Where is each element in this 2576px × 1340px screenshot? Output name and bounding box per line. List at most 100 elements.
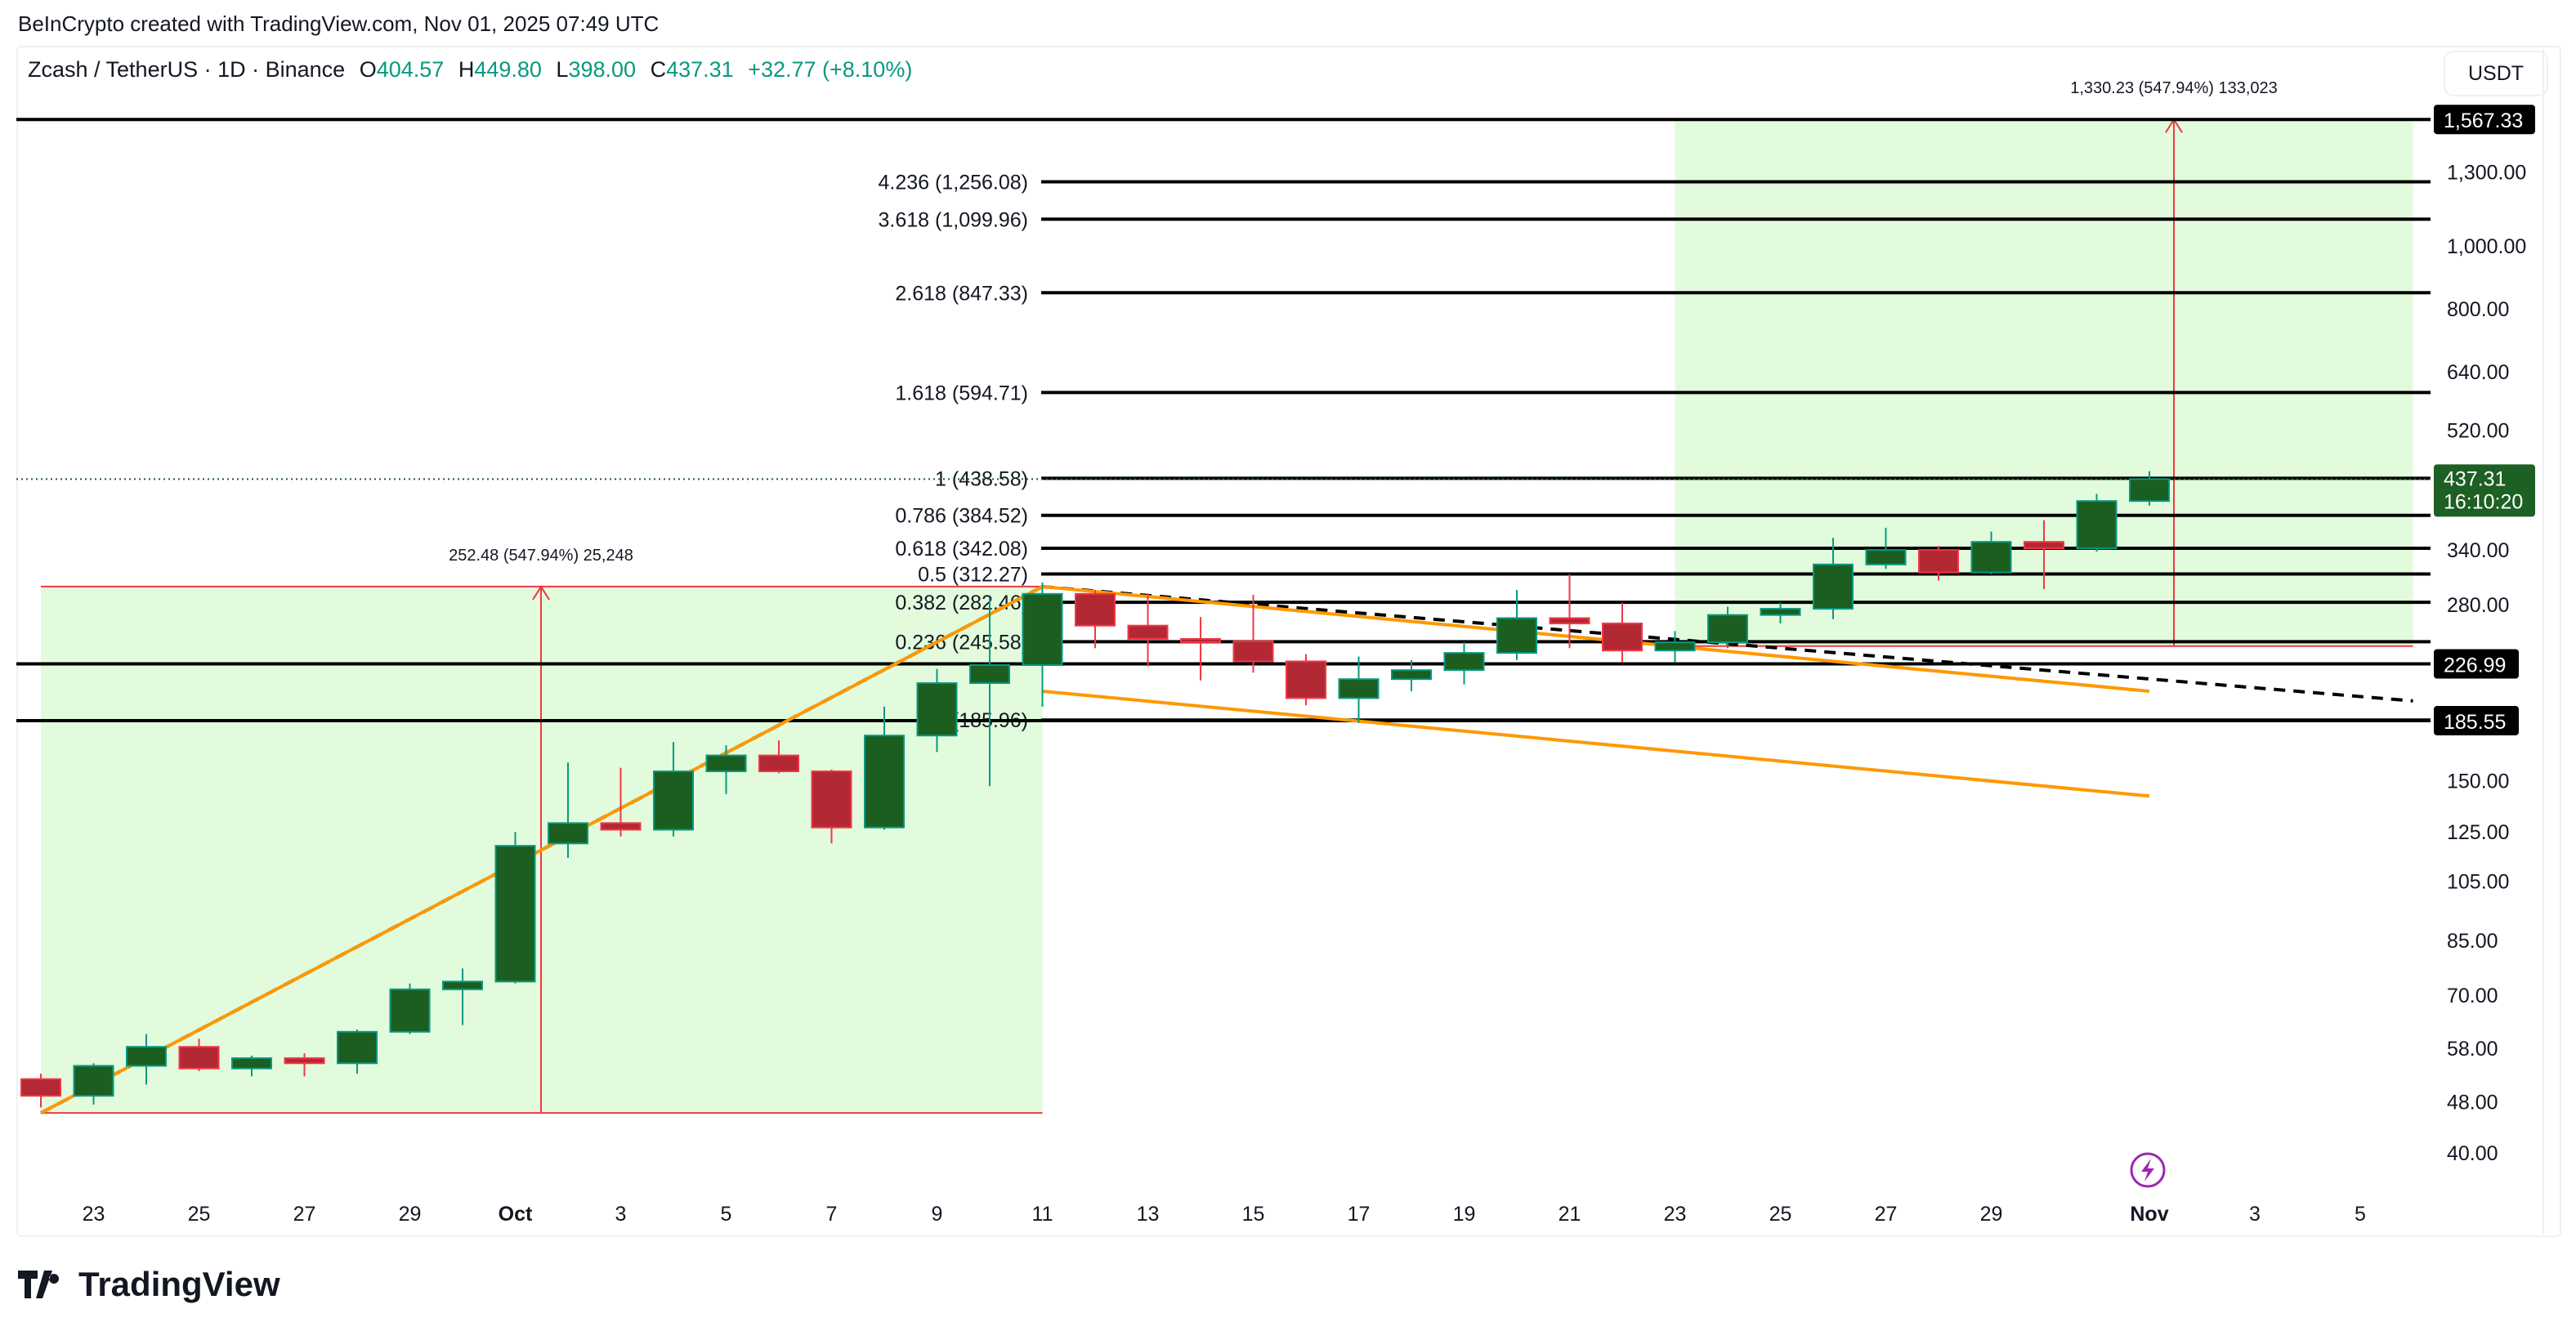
time-axis-tick: 19 (1453, 1203, 1476, 1226)
time-axis-tick: 3 (2249, 1203, 2261, 1226)
candle[interactable] (1760, 608, 1801, 616)
time-axis-tick: 25 (188, 1203, 211, 1226)
time-axis-tick: 29 (1980, 1203, 2003, 1226)
candle[interactable] (758, 754, 799, 773)
price-axis-tick: 70.00 (2447, 985, 2498, 1007)
time-axis-tick: 7 (826, 1203, 838, 1226)
time-axis-tick: Nov (2130, 1203, 2168, 1226)
candle[interactable] (1075, 592, 1116, 627)
lightning-icon[interactable] (2130, 1152, 2166, 1188)
last-price-marker (2434, 464, 2535, 517)
trendline[interactable] (1042, 584, 2150, 693)
candle[interactable] (1654, 641, 1696, 652)
symbol-title[interactable]: Zcash / TetherUS · 1D · Binance (28, 57, 346, 82)
time-axis-tick: 27 (293, 1203, 316, 1226)
brand-name: TradingView (78, 1265, 280, 1303)
candle[interactable] (1813, 563, 1854, 610)
candle[interactable] (1127, 624, 1169, 640)
candle[interactable] (864, 735, 905, 829)
candle[interactable] (1602, 623, 1643, 652)
price-axis-tick: 105.00 (2447, 870, 2509, 893)
low-value: 398.00 (568, 57, 637, 82)
time-axis-tick: 15 (1242, 1203, 1265, 1226)
fib-level-label: 0.786 (384.52) (895, 505, 1028, 528)
time-axis-tick: 21 (1559, 1203, 1581, 1226)
price-axis-marker-label: 1,567.33 (2444, 109, 2523, 132)
time-axis-tick: 5 (721, 1203, 732, 1226)
candle[interactable] (20, 1078, 61, 1097)
price-axis-tick: 40.00 (2447, 1142, 2498, 1165)
change-value: +32.77 (+8.10%) (748, 57, 913, 82)
candle[interactable] (494, 845, 536, 983)
candle[interactable] (284, 1057, 325, 1065)
candle[interactable] (811, 770, 852, 829)
candle[interactable] (1865, 549, 1907, 565)
price-range-label: 1,330.23 (547.94%) 133,023 (2070, 79, 2278, 97)
high-value: 449.80 (474, 57, 542, 82)
candle[interactable] (1338, 678, 1380, 699)
candle[interactable] (1707, 614, 1748, 644)
candle[interactable] (73, 1065, 114, 1097)
time-axis-tick: 23 (1664, 1203, 1687, 1226)
fib-level-label: 2.618 (847.33) (895, 282, 1028, 305)
time-axis-tick: 17 (1348, 1203, 1371, 1226)
time-axis-tick: 9 (932, 1203, 943, 1226)
price-axis-tick: 1,300.00 (2447, 162, 2526, 185)
time-axis-tick: 27 (1875, 1203, 1898, 1226)
candle[interactable] (1443, 652, 1485, 672)
time-axis-tick: 5 (2355, 1203, 2366, 1226)
candle[interactable] (2129, 478, 2170, 502)
candle[interactable] (705, 754, 747, 773)
candle[interactable] (231, 1057, 272, 1070)
open-label: O (359, 57, 377, 82)
trendline[interactable] (40, 585, 1044, 1114)
candle[interactable] (178, 1046, 220, 1070)
close-label: C (650, 57, 667, 82)
price-axis-marker (2434, 105, 2535, 135)
time-axis-tick: 29 (399, 1203, 422, 1226)
candle[interactable] (969, 663, 1010, 685)
candle[interactable] (389, 988, 431, 1033)
candle[interactable] (1918, 549, 1959, 574)
price-axis-tick: 1,000.00 (2447, 235, 2526, 258)
candle[interactable] (600, 822, 642, 831)
candle[interactable] (337, 1030, 378, 1065)
price-axis-marker (2434, 706, 2519, 735)
candle[interactable] (548, 822, 588, 845)
candle[interactable] (1180, 637, 1221, 643)
candle[interactable] (442, 980, 483, 990)
time-axis-tick: 3 (615, 1203, 627, 1226)
candle[interactable] (1970, 541, 2012, 574)
candle[interactable] (653, 770, 694, 831)
tradingview-logo[interactable]: TradingView (18, 1265, 280, 1304)
candle[interactable] (1549, 617, 1590, 625)
open-value: 404.57 (376, 57, 445, 82)
candle[interactable] (916, 682, 958, 737)
price-axis-marker-label: 185.55 (2444, 711, 2506, 734)
price-axis-marker-label: 226.99 (2444, 654, 2506, 677)
last-price-label: 437.31 (2444, 467, 2506, 490)
fib-level-label: 0.618 (342.08) (895, 538, 1028, 561)
price-axis-tick: 280.00 (2447, 594, 2509, 617)
candle[interactable] (1232, 640, 1274, 663)
symbol-legend: Zcash / TetherUS · 1D · Binance O404.57 … (28, 57, 920, 83)
candle[interactable] (2024, 541, 2064, 550)
time-axis-tick: Oct (499, 1203, 533, 1226)
price-axis-tick: 520.00 (2447, 420, 2509, 443)
price-axis-tick: 85.00 (2447, 930, 2498, 953)
trendline[interactable] (1042, 689, 2150, 798)
candle[interactable] (1496, 617, 1537, 654)
time-axis-tick: 13 (1137, 1203, 1160, 1226)
price-axis-tick: 125.00 (2447, 821, 2509, 844)
currency-unit-button[interactable]: USDT (2444, 51, 2548, 96)
candle[interactable] (2076, 500, 2118, 550)
candle[interactable] (1286, 660, 1326, 699)
candle[interactable] (1022, 592, 1063, 666)
price-axis-marker (2434, 649, 2519, 679)
tradingview-logo-icon (18, 1271, 60, 1298)
price-axis-tick: 48.00 (2447, 1091, 2498, 1114)
candle[interactable] (1391, 669, 1432, 681)
fib-level-label: 0.382 (282.46) (895, 592, 1028, 614)
candle[interactable] (126, 1046, 167, 1067)
